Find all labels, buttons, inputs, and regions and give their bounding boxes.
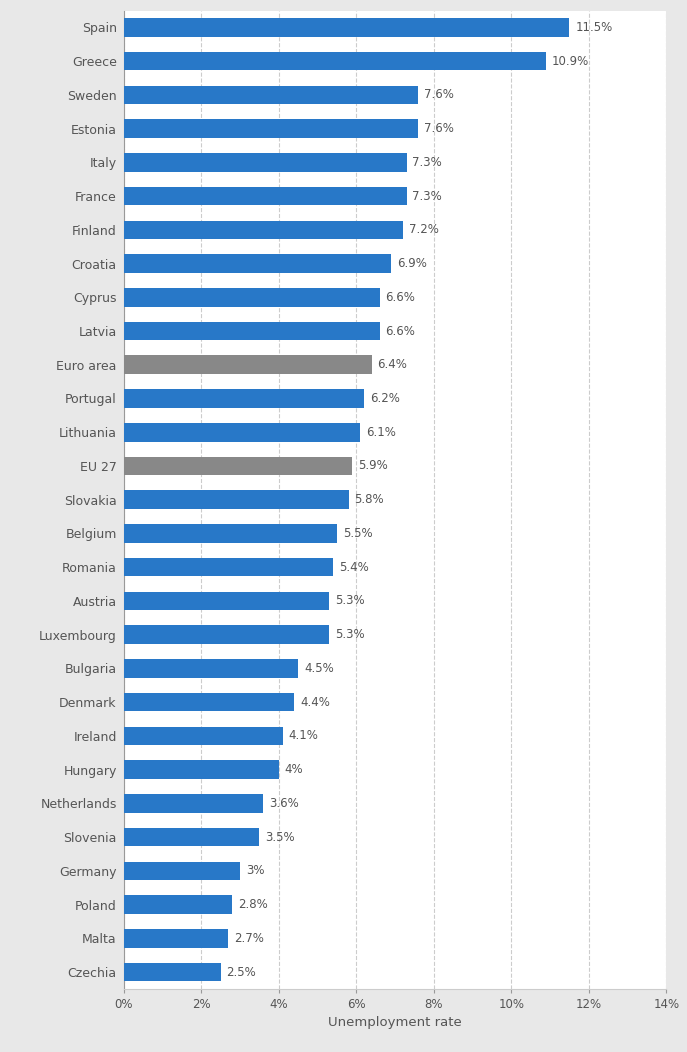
Text: 2.8%: 2.8% (238, 898, 268, 911)
Text: 4.5%: 4.5% (304, 662, 334, 675)
Text: 5.5%: 5.5% (343, 527, 372, 540)
Bar (124, 356, 372, 375)
Bar (124, 255, 391, 272)
Bar (124, 558, 333, 576)
Text: 2.7%: 2.7% (234, 932, 264, 945)
Text: 2.5%: 2.5% (227, 966, 256, 978)
Text: 6.4%: 6.4% (378, 359, 407, 371)
Text: 3.5%: 3.5% (265, 831, 295, 844)
Bar (124, 85, 418, 104)
Text: 5.9%: 5.9% (358, 460, 388, 472)
Text: 5.3%: 5.3% (335, 594, 365, 607)
Text: 4.4%: 4.4% (300, 695, 330, 709)
Bar (124, 963, 221, 982)
Text: 6.6%: 6.6% (385, 290, 415, 304)
Bar (124, 119, 418, 138)
Bar (124, 52, 546, 70)
Text: 3%: 3% (246, 865, 264, 877)
Bar (124, 828, 260, 847)
Bar (124, 288, 379, 306)
Bar (124, 423, 360, 442)
Text: 4.1%: 4.1% (289, 729, 318, 743)
Bar (124, 591, 329, 610)
Text: 7.3%: 7.3% (412, 189, 442, 203)
Text: 6.9%: 6.9% (397, 257, 427, 270)
Bar (124, 322, 379, 340)
Bar (124, 221, 403, 239)
Text: 10.9%: 10.9% (552, 55, 589, 67)
Text: 7.6%: 7.6% (424, 122, 454, 135)
Bar (124, 693, 294, 711)
Text: 5.8%: 5.8% (354, 493, 384, 506)
Bar (124, 929, 228, 948)
Text: 7.6%: 7.6% (424, 88, 454, 101)
Bar (124, 389, 364, 408)
Text: 7.2%: 7.2% (409, 223, 438, 237)
Text: 4%: 4% (284, 763, 303, 776)
Bar (124, 490, 348, 509)
Bar (124, 625, 329, 644)
Bar (124, 794, 263, 812)
Bar (124, 895, 232, 914)
Bar (124, 761, 279, 778)
Text: 6.1%: 6.1% (366, 426, 396, 439)
Text: 5.3%: 5.3% (335, 628, 365, 641)
Text: 6.2%: 6.2% (370, 392, 400, 405)
Text: 5.4%: 5.4% (339, 561, 368, 573)
Bar (124, 660, 298, 677)
Bar (124, 153, 407, 171)
Text: 7.3%: 7.3% (412, 156, 442, 168)
Bar (124, 727, 282, 745)
Bar (124, 457, 352, 476)
Text: 3.6%: 3.6% (269, 796, 299, 810)
Bar (124, 187, 407, 205)
Bar (124, 862, 240, 881)
Bar (124, 524, 337, 543)
Text: 6.6%: 6.6% (385, 324, 415, 338)
Bar (124, 18, 570, 37)
Text: 11.5%: 11.5% (575, 21, 613, 34)
X-axis label: Unemployment rate: Unemployment rate (328, 1016, 462, 1030)
